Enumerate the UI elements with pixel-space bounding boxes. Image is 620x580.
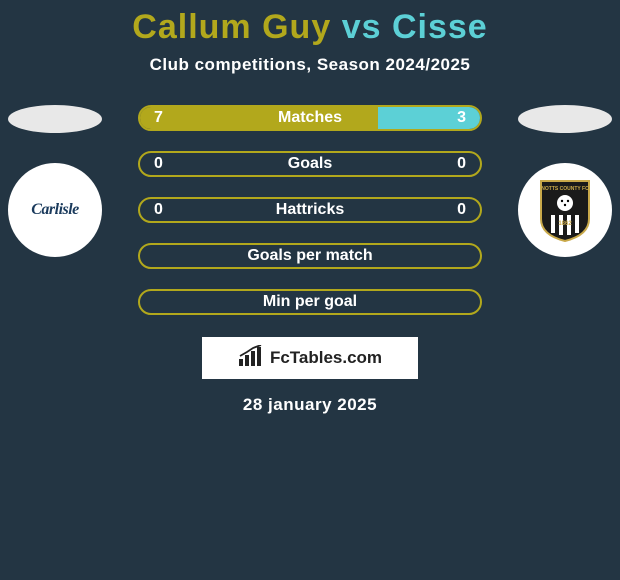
stat-label: Goals per match: [247, 247, 372, 265]
left-club-badge: Carlisle: [8, 163, 102, 257]
title-vs: vs: [342, 8, 382, 46]
stat-label: Hattricks: [276, 201, 344, 219]
stat-left-value: 7: [154, 109, 163, 127]
stat-left-fill: [140, 107, 378, 129]
left-flag-icon: [8, 105, 102, 133]
carlisle-logo-icon: Carlisle: [31, 201, 79, 219]
stat-row: Min per goal: [138, 289, 482, 315]
stat-row: 7 3 Matches: [138, 105, 482, 131]
watermark: FcTables.com: [202, 337, 418, 379]
stat-label: Min per goal: [263, 293, 357, 311]
page-title: Callum Guy vs Cisse: [0, 0, 620, 47]
comparison-date: 28 january 2025: [0, 395, 620, 415]
stat-label: Matches: [278, 109, 342, 127]
subtitle: Club competitions, Season 2024/2025: [0, 55, 620, 75]
stat-bars-container: 7 3 Matches 0 0 Goals 0 0 Hattricks Goals per mat…: [138, 105, 482, 315]
stat-right-value: 0: [457, 201, 466, 219]
stat-row: Goals per match: [138, 243, 482, 269]
title-player1: Callum Guy: [132, 8, 331, 46]
right-player-badges: NOTTS COUNTY FC 1862: [510, 105, 620, 257]
stat-row: 0 0 Goals: [138, 151, 482, 177]
svg-text:1862: 1862: [558, 221, 572, 227]
stat-right-value: 3: [457, 109, 466, 127]
title-player2: Cisse: [392, 8, 488, 46]
chart-icon: [238, 345, 264, 372]
stat-right-value: 0: [457, 155, 466, 173]
svg-text:NOTTS COUNTY FC: NOTTS COUNTY FC: [541, 186, 589, 192]
comparison-content: Carlisle NOTTS COUNTY FC 1862: [0, 105, 620, 415]
right-club-badge: NOTTS COUNTY FC 1862: [518, 163, 612, 257]
stat-row: 0 0 Hattricks: [138, 197, 482, 223]
left-player-badges: Carlisle: [0, 105, 110, 257]
stat-label: Goals: [288, 155, 332, 173]
stat-left-value: 0: [154, 201, 163, 219]
notts-county-logo-icon: NOTTS COUNTY FC 1862: [537, 177, 593, 243]
watermark-text: FcTables.com: [270, 348, 382, 368]
stat-left-value: 0: [154, 155, 163, 173]
right-flag-icon: [518, 105, 612, 133]
